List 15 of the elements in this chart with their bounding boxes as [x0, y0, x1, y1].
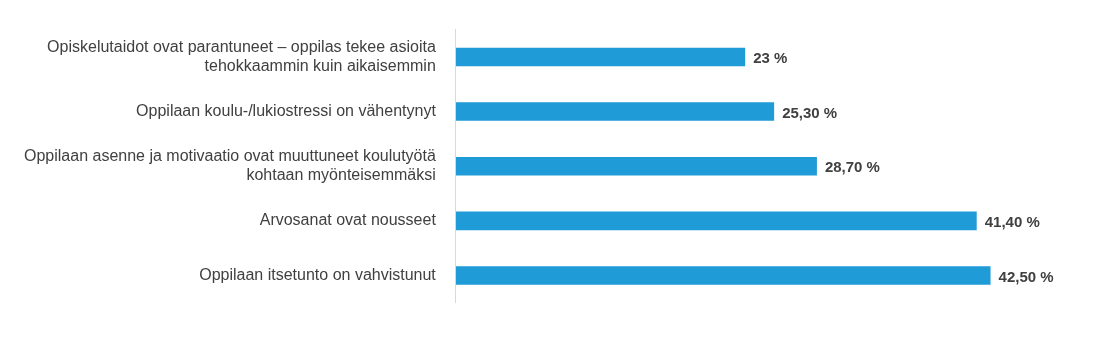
y-tick-label: Arvosanat ovat nousseet: [259, 211, 437, 229]
data-label: 41,40 %: [984, 212, 1040, 230]
bar: [455, 211, 977, 231]
y-tick-label: Oppilaan koulu-/lukiostressi on vähentynyt: [136, 101, 437, 119]
data-label: 25,30 %: [782, 103, 838, 121]
bar: [455, 266, 991, 285]
bar: [455, 102, 775, 121]
y-tick-label: Oppilaan asenne ja motivaatio ovat muuttuneet koulutyötä kohtaan myönteisemmäksi: [23, 147, 436, 184]
data-label: 28,70 %: [824, 158, 880, 176]
data-label: 23 %: [753, 49, 788, 67]
data-label: 42,50 %: [998, 267, 1054, 285]
bar: [455, 156, 817, 176]
y-tick-label: Opiskelutaidot ovat parantuneet – oppilas tekee asioita tehokkaammin kuin aikaisemmin: [47, 37, 436, 74]
bar: [455, 47, 746, 67]
y-tick-label: Oppilaan itsetunto on vahvistunut: [199, 265, 437, 283]
